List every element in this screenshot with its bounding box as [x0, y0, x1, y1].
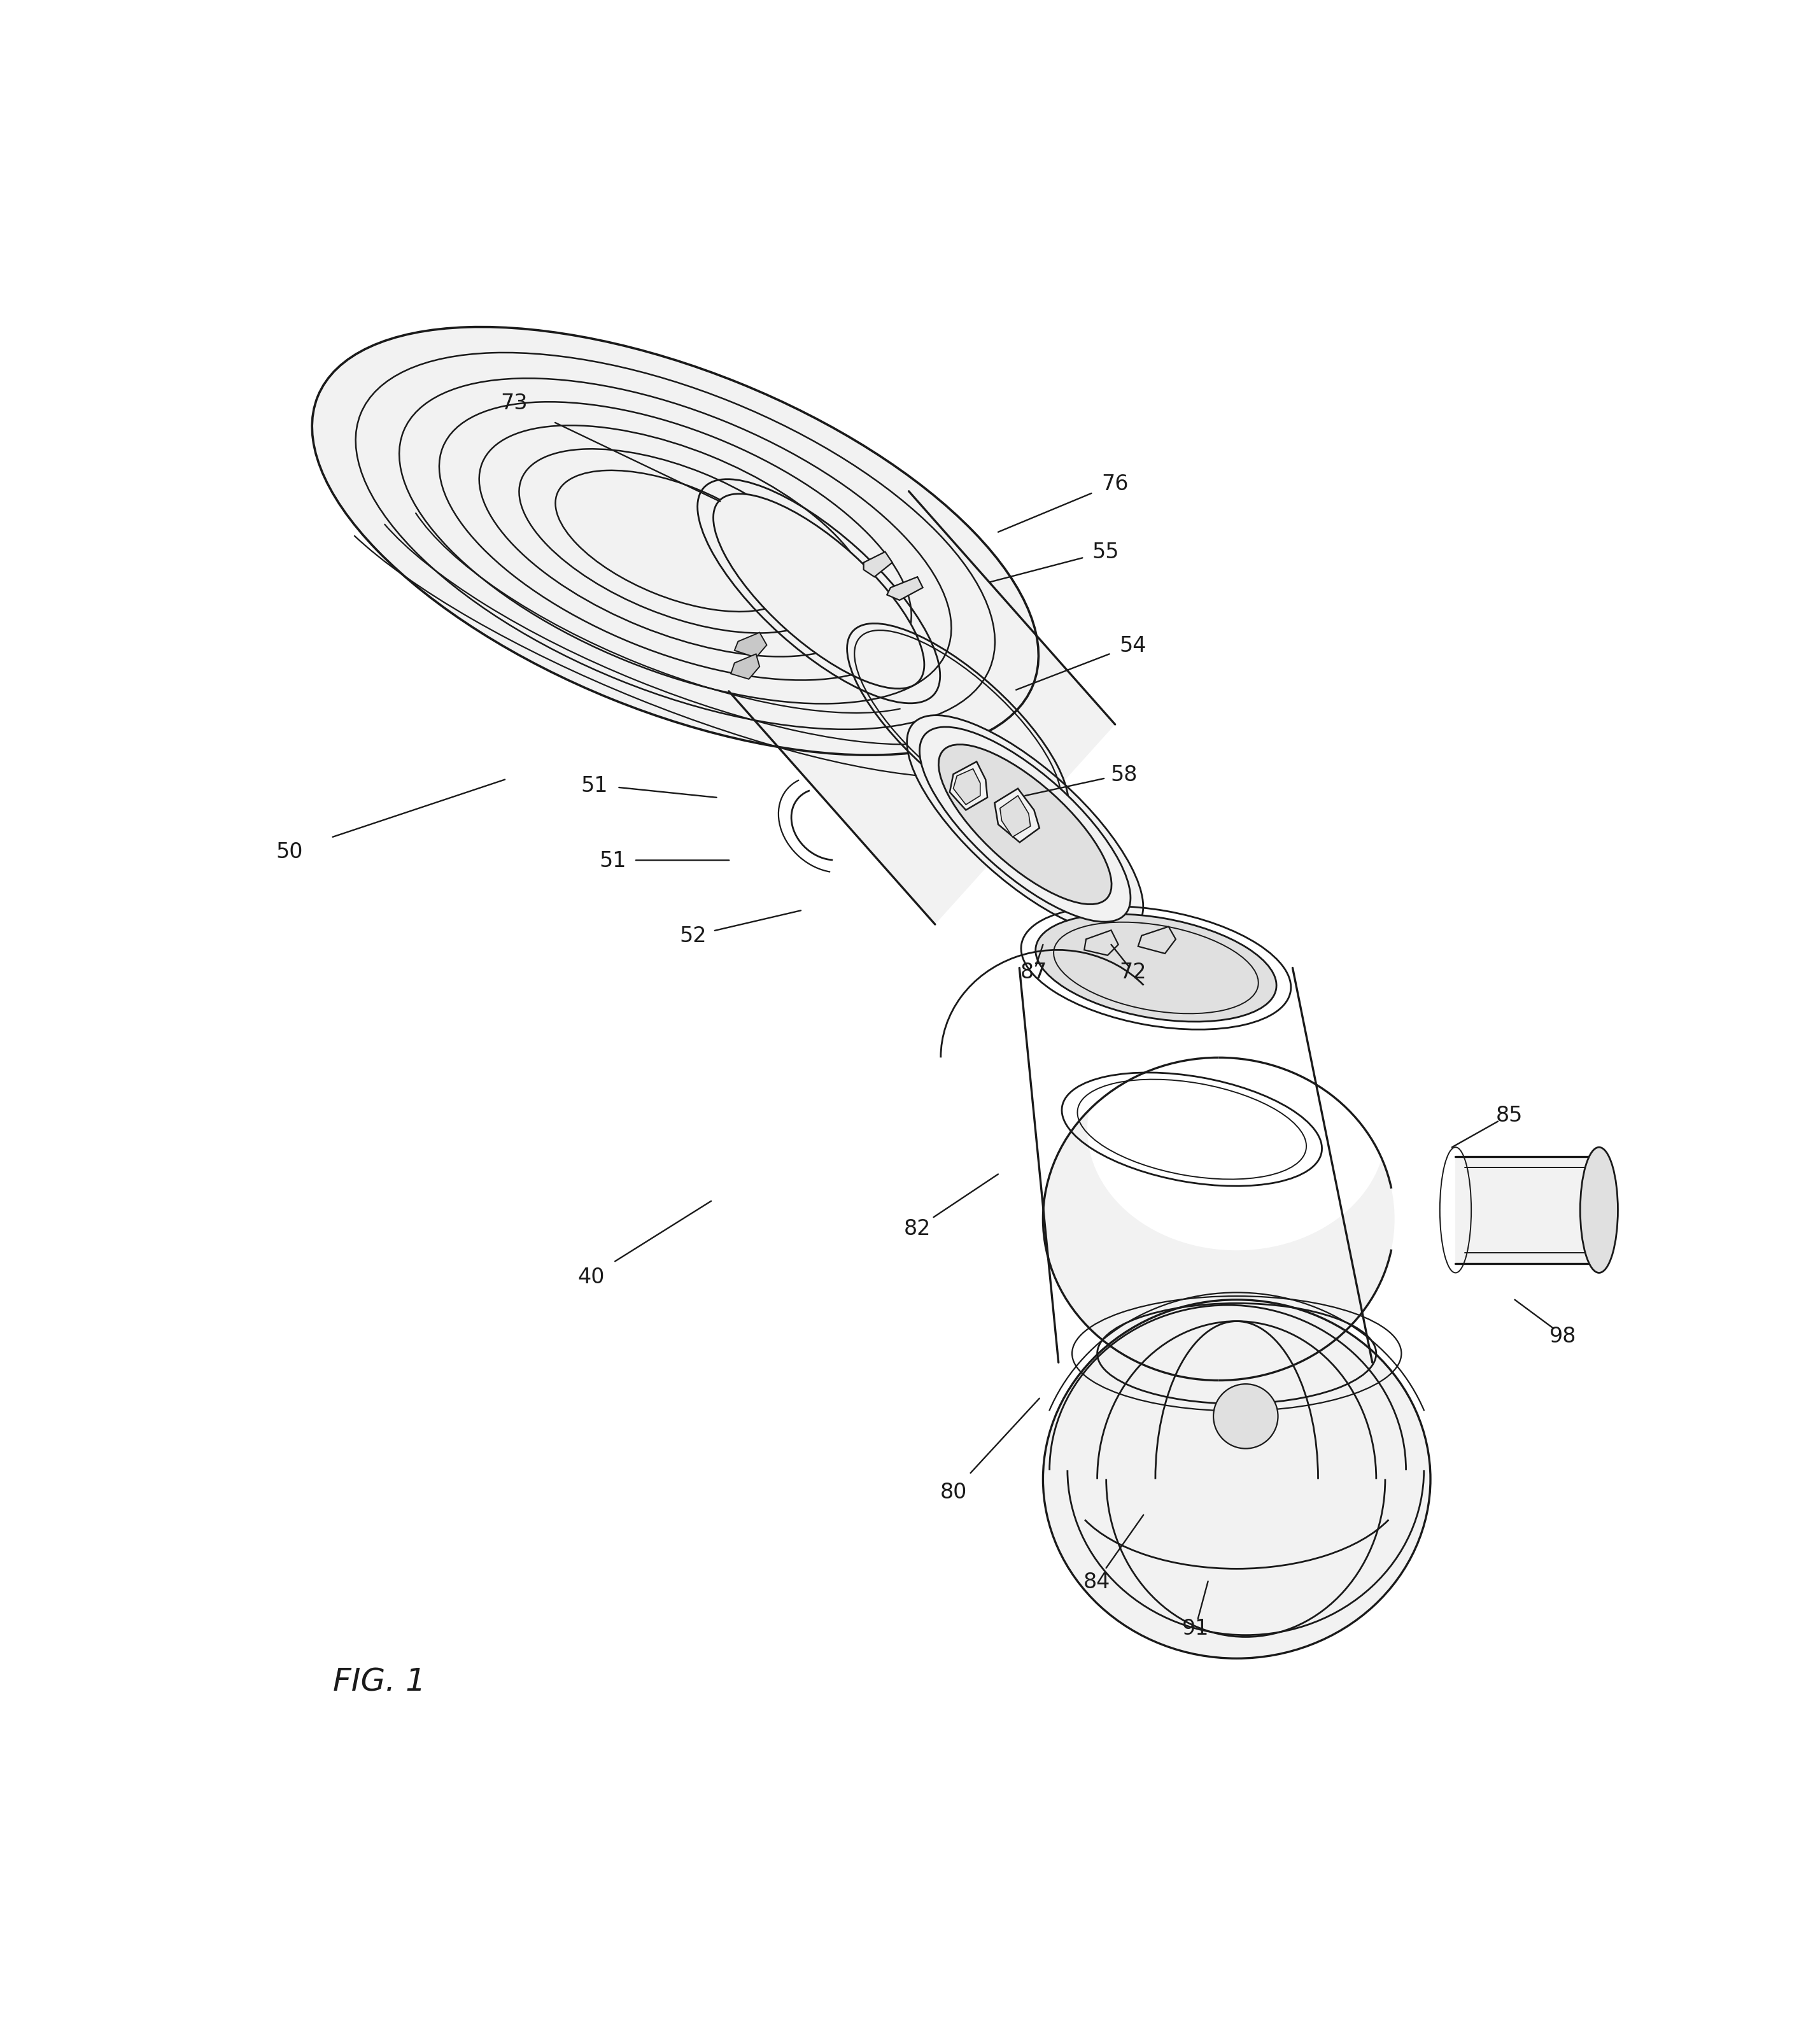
Text: 40: 40: [577, 1265, 604, 1288]
Polygon shape: [730, 654, 759, 679]
Polygon shape: [1085, 930, 1119, 957]
Polygon shape: [995, 789, 1040, 842]
Polygon shape: [734, 634, 766, 658]
Ellipse shape: [1580, 1147, 1617, 1273]
Text: 72: 72: [1119, 961, 1146, 983]
Ellipse shape: [1043, 1300, 1430, 1658]
Text: 82: 82: [903, 1218, 930, 1239]
Ellipse shape: [919, 728, 1130, 922]
Ellipse shape: [907, 715, 1142, 934]
Text: 50: 50: [275, 842, 304, 863]
Text: 51: 51: [599, 850, 626, 871]
Ellipse shape: [1087, 1008, 1385, 1251]
Text: 85: 85: [1497, 1104, 1522, 1126]
Polygon shape: [1139, 928, 1177, 955]
Polygon shape: [1455, 1157, 1599, 1263]
Text: 87: 87: [1020, 961, 1047, 983]
Text: 52: 52: [680, 926, 707, 946]
Polygon shape: [950, 762, 988, 809]
Text: 76: 76: [1101, 474, 1128, 495]
Ellipse shape: [1213, 1384, 1277, 1449]
Text: 73: 73: [500, 392, 527, 413]
Polygon shape: [1000, 795, 1031, 838]
Text: 84: 84: [1083, 1572, 1110, 1592]
Ellipse shape: [714, 495, 925, 689]
Text: 91: 91: [1182, 1617, 1209, 1639]
Polygon shape: [887, 576, 923, 601]
Text: 54: 54: [1119, 636, 1146, 656]
Text: 58: 58: [1110, 764, 1137, 785]
Polygon shape: [729, 493, 1115, 924]
Ellipse shape: [939, 744, 1112, 905]
Text: 80: 80: [939, 1482, 966, 1502]
Ellipse shape: [311, 327, 1038, 756]
Text: 51: 51: [581, 775, 608, 795]
Polygon shape: [953, 769, 980, 805]
Polygon shape: [864, 552, 892, 576]
Text: 98: 98: [1549, 1325, 1576, 1347]
Text: FIG. 1: FIG. 1: [333, 1666, 426, 1697]
Ellipse shape: [1036, 914, 1277, 1022]
Ellipse shape: [1043, 1059, 1394, 1380]
Text: 55: 55: [1092, 542, 1119, 562]
